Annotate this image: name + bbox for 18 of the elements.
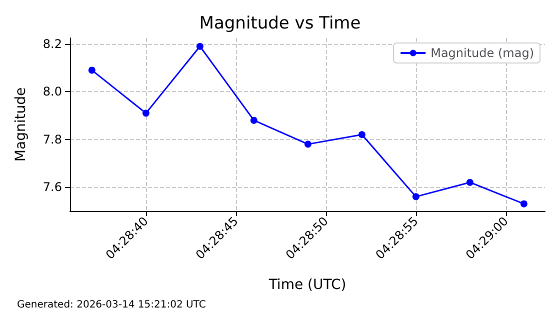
y-tick-label: 7.6 (42, 180, 62, 194)
point (466, 178, 474, 186)
point (196, 42, 204, 50)
text: Generated: 2026-03-14 15:21:02 UTC (17, 300, 206, 310)
point (304, 140, 312, 148)
chart-title: Magnitude vs Time (199, 14, 361, 34)
x-axis-title: Time (UTC) (268, 277, 346, 293)
point (412, 193, 420, 200)
y-tick-label: 8.0 (42, 84, 62, 99)
point (250, 116, 258, 124)
y-axis-title: Magnitude (13, 87, 29, 162)
point (88, 66, 96, 74)
legend-label: Magnitude (mag) (430, 46, 534, 60)
y-tick-label: 8.2 (42, 36, 62, 51)
y-tick-label: 7.8 (42, 132, 62, 146)
point (520, 200, 528, 208)
point (358, 131, 366, 138)
point (142, 110, 150, 117)
